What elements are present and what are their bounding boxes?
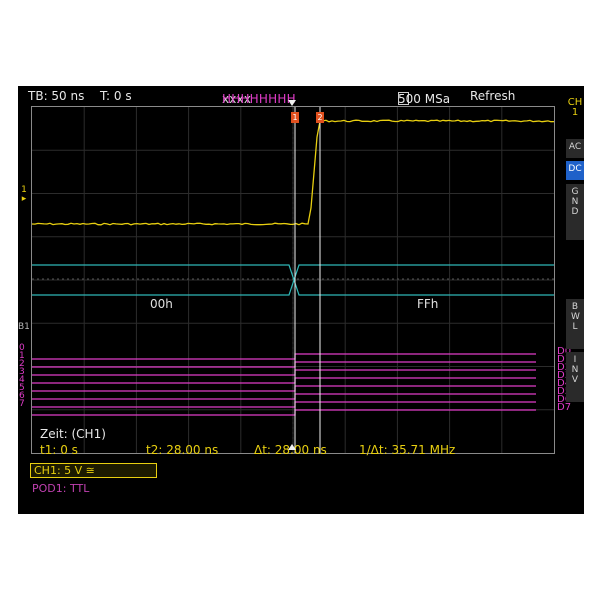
grid-lines bbox=[32, 107, 554, 453]
digital-number-6: 6 bbox=[19, 391, 25, 401]
digital-trace-d4 bbox=[32, 385, 536, 392]
digital-number-1: 1 bbox=[19, 351, 25, 361]
oscilloscope-screen: TB: 50 ns T: 0 s xxxx HHHHHHHH 500 MSa Re… bbox=[18, 86, 584, 514]
digital-label-d6: D6 bbox=[557, 394, 572, 405]
trigger-position-bottom-icon bbox=[288, 444, 296, 450]
channel-sidebar: CH 1 AC DC GND BWL INV bbox=[566, 86, 584, 514]
digital-traces bbox=[32, 353, 536, 416]
digital-trace-d3 bbox=[32, 377, 536, 384]
coupling-ac-button[interactable]: AC bbox=[566, 139, 584, 158]
digital-label-d1: D1 bbox=[557, 354, 572, 365]
trigger-pattern-bits: HHHHHHHH bbox=[222, 92, 296, 106]
digital-number-5: 5 bbox=[19, 383, 25, 393]
measurement-title: Zeit: (CH1) bbox=[40, 427, 106, 441]
digital-trace-d5 bbox=[32, 393, 536, 400]
coupling-dc-button[interactable]: DC bbox=[566, 161, 584, 180]
sidebar-channel-label: CH 1 bbox=[567, 97, 583, 118]
status-bar: TB: 50 ns T: 0 s xxxx HHHHHHHH 500 MSa Re… bbox=[18, 86, 566, 106]
memory-icon bbox=[398, 92, 409, 105]
digital-label-d5: D5 bbox=[557, 386, 572, 397]
bandwidth-limit-button[interactable]: BWL bbox=[566, 299, 584, 349]
acquisition-mode-readout[interactable]: Refresh bbox=[470, 89, 516, 103]
ch1-offset-marker[interactable]: 1 ▸ bbox=[18, 186, 30, 204]
digital-label-d0: D0 bbox=[557, 346, 572, 357]
trigger-pattern-prefix: xxxx bbox=[222, 92, 252, 106]
digital-trace-d2 bbox=[32, 369, 536, 376]
cursor-2-marker[interactable]: 2 bbox=[316, 112, 324, 123]
ch1-status-box[interactable]: CH1: 5 V ≅ bbox=[30, 463, 157, 478]
digital-number-7: 7 bbox=[19, 399, 25, 409]
digital-number-2: 2 bbox=[19, 359, 25, 369]
digital-number-0: 0 bbox=[19, 343, 25, 353]
cursor-t2-readout: t2: 28.00 ns bbox=[146, 443, 219, 457]
digital-number-4: 4 bbox=[19, 375, 25, 385]
sample-rate-value: 500 MSa bbox=[398, 92, 451, 106]
cursor-t1-readout: t1: 0 s bbox=[40, 443, 78, 457]
cursor-1-marker[interactable]: 1 bbox=[291, 112, 299, 123]
waveform-canvas bbox=[32, 107, 554, 453]
digital-label-d4: D4 bbox=[557, 378, 572, 389]
ch1-marker-label: 1 bbox=[21, 185, 27, 195]
digital-trace-d6 bbox=[32, 401, 536, 408]
trigger-position-top-icon bbox=[288, 100, 296, 106]
bus-marker[interactable]: B1 bbox=[18, 322, 30, 332]
delta-t-readout: Δt: 28.00 ns bbox=[254, 443, 327, 457]
digital-label-d7: D7 bbox=[557, 402, 572, 413]
bus-value-before: 00h bbox=[150, 297, 173, 311]
invert-button[interactable]: INV bbox=[566, 352, 584, 402]
bus-waveform bbox=[32, 264, 554, 296]
pod1-status[interactable]: POD1: TTL bbox=[32, 482, 90, 495]
digital-label-d3: D3 bbox=[557, 370, 572, 381]
digital-trace-d7 bbox=[32, 409, 536, 416]
digital-label-d2: D2 bbox=[557, 362, 572, 373]
timebase-readout[interactable]: TB: 50 ns bbox=[28, 89, 85, 103]
waveform-grid[interactable]: 1 2 00h FFh D0 D1 D2 D3 D4 D5 D6 D7 Zeit… bbox=[31, 106, 571, 457]
bus-value-after: FFh bbox=[417, 297, 439, 311]
digital-trace-d0 bbox=[32, 353, 536, 360]
frequency-readout: 1/Δt: 35.71 MHz bbox=[359, 443, 456, 457]
trigger-time-readout[interactable]: T: 0 s bbox=[100, 89, 132, 103]
digital-number-3: 3 bbox=[19, 367, 25, 377]
ch1-waveform bbox=[32, 119, 554, 226]
coupling-gnd-button[interactable]: GND bbox=[566, 184, 584, 240]
ch1-marker-arrow-icon: ▸ bbox=[21, 194, 27, 204]
